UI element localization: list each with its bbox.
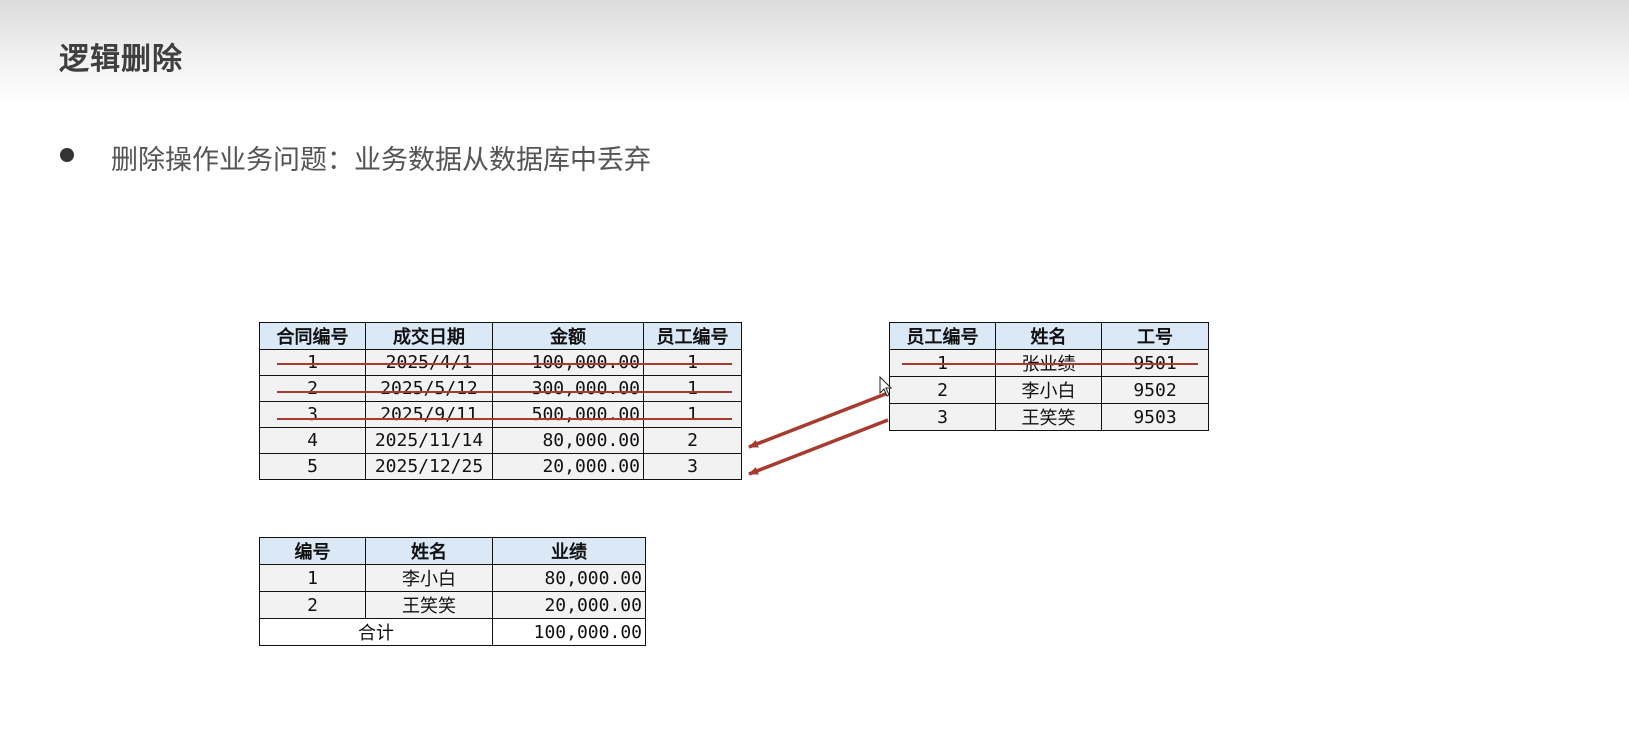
mouse-pointer-icon (879, 376, 893, 397)
amount-cell: 300,000.00 (492, 375, 644, 402)
employee-id-cell: 1 (643, 349, 742, 376)
total-label-cell: 合计 (259, 618, 493, 646)
amount-cell: 100,000.00 (492, 349, 644, 376)
employee-id-cell: 3 (643, 453, 742, 480)
table-row: 2 2025/5/12 300,000.00 1 (259, 375, 742, 402)
employee-id-cell: 1 (643, 401, 742, 428)
summary-name-cell: 李小白 (365, 564, 493, 592)
contract-id-cell: 3 (259, 401, 366, 428)
table-row: 5 2025/12/25 20,000.00 3 (259, 453, 742, 480)
table-row: 2 王笑笑 20,000.00 (259, 591, 646, 619)
table-header-row: 员工编号 姓名 工号 (889, 322, 1209, 350)
summary-value-cell: 20,000.00 (492, 591, 646, 619)
employee-name-cell: 王笑笑 (995, 403, 1102, 431)
summary-id-cell: 1 (259, 564, 366, 592)
summary-table: 编号 姓名 业绩 1 李小白 80,000.00 2 王笑笑 20,000.00… (259, 537, 646, 646)
deal-date-cell: 2025/4/1 (365, 349, 493, 376)
column-header: 成交日期 (365, 322, 493, 350)
relation-arrow (748, 391, 889, 449)
table-total-row: 合计 100,000.00 (259, 618, 646, 646)
column-header: 姓名 (995, 322, 1102, 350)
bullet-text: 删除操作业务问题：业务数据从数据库中丢弃 (111, 145, 651, 176)
summary-name-cell: 王笑笑 (365, 591, 493, 619)
contract-id-cell: 4 (259, 427, 366, 454)
contract-id-cell: 5 (259, 453, 366, 480)
table-row: 1 李小白 80,000.00 (259, 564, 646, 592)
table-row: 2 李小白 9502 (889, 376, 1209, 404)
column-header: 员工编号 (643, 322, 742, 350)
deal-date-cell: 2025/11/14 (365, 427, 493, 454)
table-header-row: 合同编号 成交日期 金额 员工编号 (259, 322, 742, 350)
amount-cell: 20,000.00 (492, 453, 644, 480)
deal-date-cell: 2025/5/12 (365, 375, 493, 402)
column-header: 编号 (259, 537, 366, 565)
column-header: 业绩 (492, 537, 646, 565)
employee-id-cell: 3 (889, 403, 996, 431)
bullet-icon (60, 148, 74, 162)
employee-id-cell: 2 (643, 427, 742, 454)
column-header: 金额 (492, 322, 644, 350)
amount-cell: 80,000.00 (492, 427, 644, 454)
total-value-cell: 100,000.00 (492, 618, 646, 646)
deal-date-cell: 2025/12/25 (365, 453, 493, 480)
staff-number-cell: 9502 (1101, 376, 1209, 404)
table-header-row: 编号 姓名 业绩 (259, 537, 646, 565)
table-row: 3 王笑笑 9503 (889, 403, 1209, 431)
slide-title: 逻辑删除 (59, 42, 183, 77)
column-header: 姓名 (365, 537, 493, 565)
column-header: 工号 (1101, 322, 1209, 350)
table-row: 4 2025/11/14 80,000.00 2 (259, 427, 742, 454)
title-band (0, 0, 1629, 106)
relation-arrow (748, 418, 889, 476)
column-header: 员工编号 (889, 322, 996, 350)
summary-value-cell: 80,000.00 (492, 564, 646, 592)
contracts-table: 合同编号 成交日期 金额 员工编号 1 2025/4/1 100,000.00 … (259, 322, 742, 480)
staff-number-cell: 9503 (1101, 403, 1209, 431)
column-header: 合同编号 (259, 322, 366, 350)
